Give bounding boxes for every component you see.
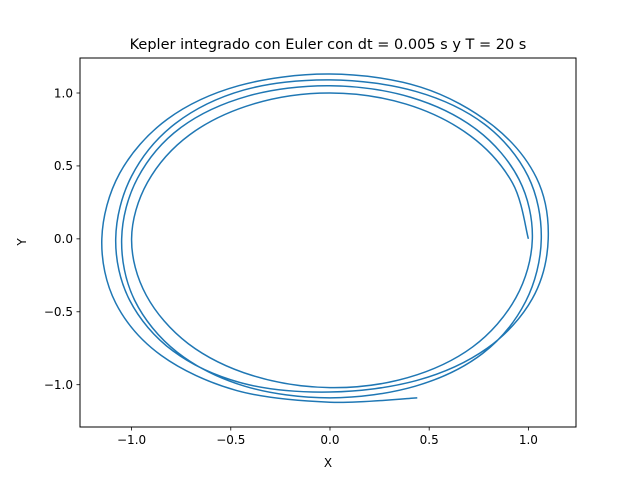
- x-tick-label-4: 1.0: [519, 433, 538, 447]
- y-tick-label-3: 0.5: [54, 159, 73, 173]
- y-tick-label-2: 0.0: [54, 232, 73, 246]
- y-tick-label-4: 1.0: [54, 86, 73, 100]
- x-axis-label: X: [324, 456, 332, 470]
- x-tick-label-3: 0.5: [420, 433, 439, 447]
- y-tick-label-0: −1.0: [44, 378, 73, 392]
- y-axis: −1.0 −0.5 0.0 0.5 1.0: [44, 86, 80, 392]
- x-axis: −1.0 −0.5 0.0 0.5 1.0: [117, 427, 538, 447]
- x-tick-label-0: −1.0: [117, 433, 146, 447]
- y-axis-label: Y: [15, 238, 29, 247]
- chart-title: Kepler integrado con Euler con dt = 0.00…: [130, 37, 527, 53]
- x-tick-label-2: 0.0: [320, 433, 339, 447]
- orbit-line-0: [101, 73, 550, 404]
- plot-area: [101, 73, 550, 404]
- y-tick-label-1: −0.5: [44, 305, 73, 319]
- axes-frame: [79, 57, 577, 428]
- x-tick-label-1: −0.5: [216, 433, 245, 447]
